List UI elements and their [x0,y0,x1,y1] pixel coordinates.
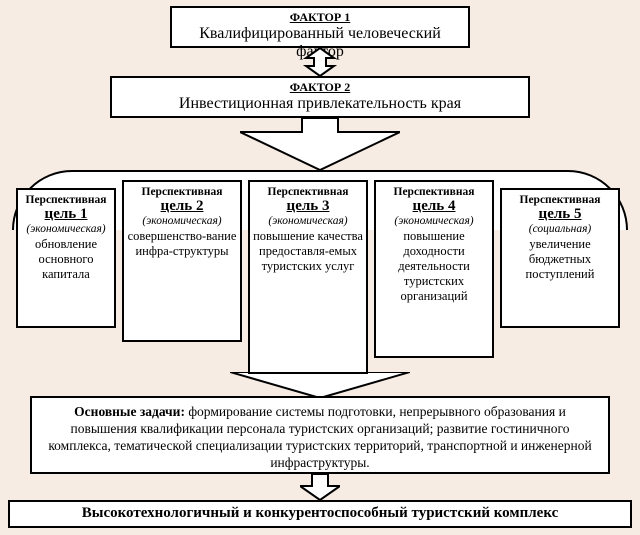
goal-4-desc: повышение доходности деятельности турист… [378,229,490,304]
goal-1-num: цель 1 [20,206,112,223]
goal-3-num: цель 3 [252,198,364,215]
goal-2-perspective: Перспективная [126,186,238,198]
goal-4-box: Перспективная цель 4 (экономическая) пов… [374,180,494,358]
goal-5-desc: увеличение бюджетных поступлений [504,237,616,282]
factor-2-box: ФАКТОР 2 Инвестиционная привлекательност… [110,76,530,118]
goal-1-perspective: Перспективная [20,194,112,206]
factor-2-head: ФАКТОР 2 [116,80,524,95]
goal-5-box: Перспективная цель 5 (социальная) увелич… [500,188,620,328]
goal-3-type: (экономическая) [252,215,364,227]
goal-2-num: цель 2 [126,198,238,215]
arrow-wide-down [230,372,410,398]
goal-5-perspective: Перспективная [504,194,616,206]
factor-1-box: ФАКТОР 1 Квалифицированный человеческий … [170,6,470,48]
arrow-fan-down [240,118,400,172]
tasks-lead: Основные задачи: [74,404,185,419]
final-box: Высокотехнологичный и конкурентоспособны… [8,500,632,528]
factor-2-body: Инвестиционная привлекательность края [116,95,524,113]
goal-1-type: (экономическая) [20,223,112,235]
goal-4-perspective: Перспективная [378,186,490,198]
goal-3-box: Перспективная цель 3 (экономическая) пов… [248,180,368,374]
goal-1-box: Перспективная цель 1 (экономическая) обн… [16,188,116,328]
goal-3-perspective: Перспективная [252,186,364,198]
goal-4-type: (экономическая) [378,215,490,227]
goal-5-num: цель 5 [504,206,616,223]
arrow-down-final [300,474,340,500]
goal-2-type: (экономическая) [126,215,238,227]
goal-2-desc: совершенство-вание инфра-структуры [126,229,238,259]
arrow-bidir [300,48,340,76]
tasks-box: Основные задачи: формирование системы по… [30,396,610,474]
final-text: Высокотехнологичный и конкурентоспособны… [82,505,559,521]
factor-1-head: ФАКТОР 1 [176,10,464,25]
goal-1-desc: обновление основного капитала [20,237,112,282]
goal-5-type: (социальная) [504,223,616,235]
goal-2-box: Перспективная цель 2 (экономическая) сов… [122,180,242,342]
goal-3-desc: повышение качества предоставля-емых тури… [252,229,364,274]
goal-4-num: цель 4 [378,198,490,215]
